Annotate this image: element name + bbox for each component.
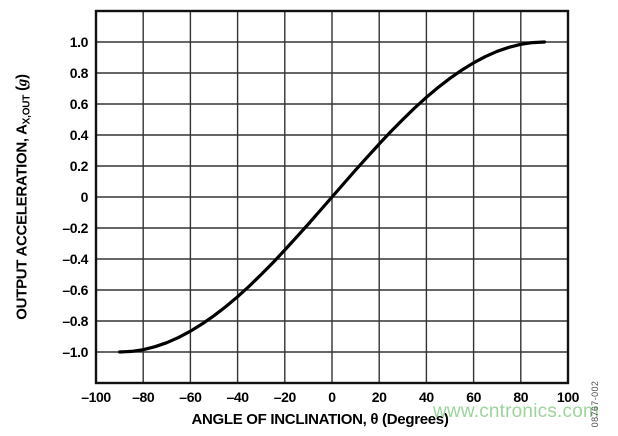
- data-curve: [118, 40, 546, 354]
- y-axis-title: OUTPUT ACCELERATION, AX,OUT (g): [14, 74, 33, 319]
- y-axis-title-subscript: X,OUT: [21, 94, 33, 125]
- figure-code-text: 08767-002: [590, 380, 600, 428]
- y-axis-title-unit-close: ): [13, 74, 31, 80]
- y-axis-title-unit-g: g: [14, 79, 31, 87]
- y-axis-title-unit-open: (: [13, 86, 31, 95]
- x-axis-title: ANGLE OF INCLINATION, θ (Degrees): [191, 411, 449, 428]
- watermark-text: www.cntronics.com: [433, 401, 599, 422]
- plot-border: [94, 9, 570, 385]
- y-axis-title-main: OUTPUT ACCELERATION, A: [13, 124, 31, 320]
